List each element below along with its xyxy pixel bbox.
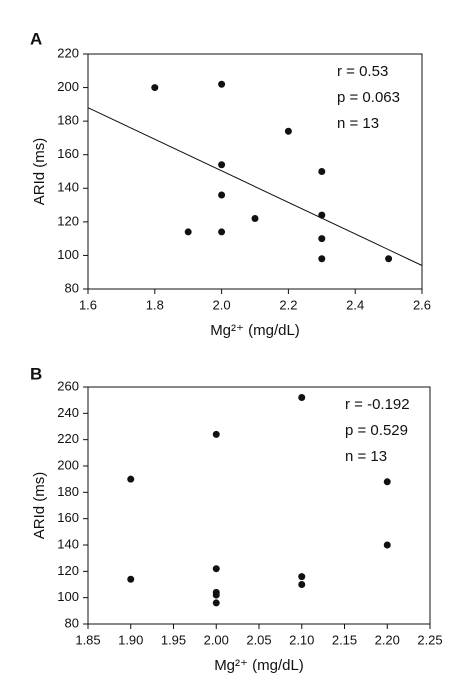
trend-line — [87, 107, 423, 266]
x-tick-label: 2.4 — [346, 297, 364, 312]
y-tick-label: 100 — [57, 589, 79, 604]
stat-annotation: p = 0.529 — [345, 422, 408, 439]
y-tick-label: 100 — [57, 247, 79, 262]
y-tick-label: 260 — [57, 378, 79, 393]
data-point — [151, 84, 159, 92]
y-tick-label: 120 — [57, 563, 79, 578]
x-tick-label: 1.85 — [75, 632, 100, 647]
data-point — [284, 127, 292, 135]
x-tick-label: 2.05 — [246, 632, 271, 647]
plot-frame — [87, 53, 423, 290]
y-tick-label: 200 — [57, 457, 79, 472]
stat-annotation: n = 13 — [345, 448, 387, 465]
panel-label: A — [30, 29, 42, 48]
stat-annotation: r = -0.192 — [345, 396, 410, 413]
y-tick-label: 140 — [57, 536, 79, 551]
data-point — [383, 541, 391, 549]
y-tick-label: 140 — [57, 180, 79, 195]
data-point — [318, 255, 326, 263]
y-tick-label: 220 — [57, 45, 79, 60]
data-point — [383, 478, 391, 486]
panel-label: B — [30, 364, 42, 383]
y-tick-label: 180 — [57, 113, 79, 128]
stat-annotation: n = 13 — [337, 115, 379, 132]
y-tick-label: 200 — [57, 79, 79, 94]
data-point — [298, 581, 306, 588]
data-point — [298, 394, 306, 402]
x-tick-label: 1.95 — [161, 632, 186, 647]
y-axis-label: ARId (ms) — [31, 472, 48, 540]
x-tick-label: 1.6 — [79, 297, 97, 312]
data-point — [212, 599, 220, 607]
x-tick-label: 1.90 — [118, 632, 143, 647]
y-axis-label: ARId (ms) — [31, 138, 48, 206]
y-tick-label: 160 — [57, 146, 79, 161]
data-point — [318, 168, 326, 175]
data-point — [212, 430, 220, 438]
x-tick-label: 2.2 — [279, 297, 297, 312]
data-point — [318, 235, 326, 243]
data-point — [218, 161, 226, 169]
x-axis-label: Mg²⁺ (mg/dL) — [210, 322, 300, 339]
y-tick-label: 80 — [65, 280, 79, 295]
data-point — [298, 573, 306, 581]
data-point — [212, 591, 220, 599]
data-point — [218, 80, 226, 88]
y-tick-label: 120 — [57, 213, 79, 228]
data-point — [218, 191, 226, 199]
x-tick-label: 2.25 — [417, 632, 442, 647]
data-point — [127, 575, 135, 583]
x-tick-label: 2.00 — [204, 632, 229, 647]
x-tick-label: 2.0 — [213, 297, 231, 312]
data-point — [218, 228, 226, 236]
stat-annotation: p = 0.063 — [337, 89, 400, 106]
x-tick-label: 2.10 — [289, 632, 314, 647]
data-point — [251, 215, 259, 222]
y-tick-label: 80 — [65, 615, 79, 630]
x-tick-label: 2.20 — [375, 632, 400, 647]
y-tick-label: 240 — [57, 405, 79, 420]
stat-annotation: r = 0.53 — [337, 63, 388, 80]
y-tick-label: 160 — [57, 510, 79, 525]
x-tick-label: 2.15 — [332, 632, 357, 647]
data-point — [385, 255, 393, 263]
x-tick-label: 1.8 — [146, 297, 164, 312]
y-tick-label: 180 — [57, 484, 79, 499]
data-point — [184, 228, 192, 236]
data-point — [212, 565, 220, 573]
data-point — [318, 211, 326, 219]
x-axis-label: Mg²⁺ (mg/dL) — [214, 657, 304, 674]
x-tick-label: 2.6 — [413, 297, 431, 312]
data-point — [127, 475, 135, 483]
y-tick-label: 220 — [57, 431, 79, 446]
